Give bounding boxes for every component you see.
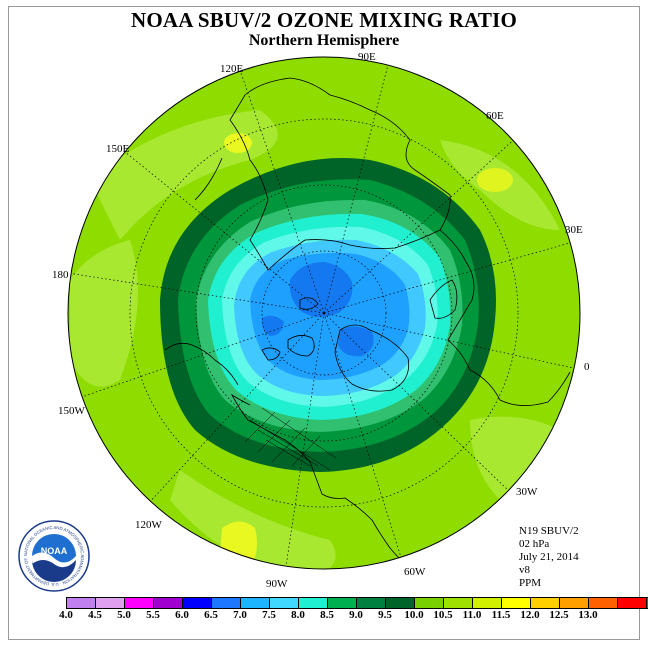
legend-swatch [502, 598, 531, 608]
legend-tick-label: 6.5 [204, 609, 218, 621]
legend-tick-label: 4.0 [59, 609, 73, 621]
legend-tick-label: 12.5 [549, 609, 569, 621]
graticule [68, 57, 580, 569]
lon-label-90e: 90E [358, 51, 376, 63]
info-satellite: N19 SBUV/2 [519, 525, 579, 537]
page-title: NOAA SBUV/2 OZONE MIXING RATIO [131, 8, 517, 32]
coast-scandinavia [429, 279, 458, 319]
legend-tick-label: 7.0 [233, 609, 247, 621]
noaa-logo: NATIONAL OCEANIC AND ATMOSPHERIC ADMINIS… [18, 520, 90, 592]
color-legend [66, 597, 648, 609]
legend-swatch [299, 598, 328, 608]
coast-asia [229, 77, 451, 271]
legend-swatch [67, 598, 96, 608]
legend-tick-label: 8.0 [291, 609, 305, 621]
lon-label-60e: 60E [486, 110, 504, 122]
coast-namerica [230, 393, 411, 569]
lon-label-0: 0 [584, 361, 590, 373]
lon-label-150e: 150E [106, 143, 130, 155]
legend-swatch [96, 598, 125, 608]
yellow-patch-2 [224, 133, 252, 153]
yellow-patch-3 [477, 168, 513, 192]
legend-swatch [328, 598, 357, 608]
legend-tick-label: 10.0 [404, 609, 424, 621]
legend-swatch [618, 598, 647, 608]
lon-label-150w: 150W [58, 405, 85, 417]
page-subtitle: Northern Hemisphere [248, 32, 400, 49]
legend-swatch [589, 598, 618, 608]
coast-japan [194, 157, 223, 201]
legend-tick-label: 9.5 [378, 609, 392, 621]
legend-tick-label: 4.5 [88, 609, 102, 621]
legend-tick-label: 11.5 [491, 609, 511, 621]
coast-greenland [334, 324, 410, 392]
coastlines [164, 77, 571, 569]
legend-tick-label: 12.0 [520, 609, 540, 621]
legend-tick-label: 8.5 [320, 609, 334, 621]
legend-swatch [212, 598, 241, 608]
info-version: v8 [519, 564, 530, 576]
legend-swatch [531, 598, 560, 608]
coast-europe [439, 229, 571, 406]
light-band-4 [170, 470, 336, 569]
light-band-5 [470, 416, 560, 500]
legend-tick-label: 6.0 [175, 609, 189, 621]
blue-dark-zone-2 [338, 326, 374, 357]
legend-tick-label: 5.0 [117, 609, 131, 621]
lon-label-90w: 90W [266, 578, 288, 590]
logo-text: NOAA [41, 546, 68, 556]
legend-ticks: 4.0 4.5 5.0 5.5 6.0 6.5 7.0 7.5 8.0 8.5 9.0 9.5 10.0… [0, 609, 648, 623]
legend-tick-label: 10.5 [433, 609, 453, 621]
legend-tick-label: 9.0 [349, 609, 363, 621]
legend-swatch [357, 598, 386, 608]
legend-swatch [270, 598, 299, 608]
yellow-patch [220, 521, 257, 569]
lon-label-30e: 30E [565, 224, 583, 236]
coast-alaska [164, 342, 239, 386]
info-block: N19 SBUV/2 02 hPa July 21, 2014 v8 PPM [519, 525, 579, 590]
legend-swatch [241, 598, 270, 608]
coast-arctic-islands [261, 297, 319, 361]
legend-tick-label: 7.5 [262, 609, 276, 621]
blue-dark-zone [289, 262, 353, 317]
map-boundary [67, 56, 581, 570]
legend-swatch [386, 598, 415, 608]
lon-label-30w: 30W [516, 486, 538, 498]
lon-label-120w: 120W [135, 519, 162, 531]
lon-label-120e: 120E [220, 63, 244, 75]
legend-swatch [444, 598, 473, 608]
legend-swatch [125, 598, 154, 608]
info-units: PPM [519, 577, 542, 589]
info-date: July 21, 2014 [519, 551, 579, 563]
legend-tick-label: 11.0 [462, 609, 482, 621]
legend-swatch [473, 598, 502, 608]
legend-tick-label: 13.0 [578, 609, 598, 621]
blue-dark-zone-3 [261, 315, 284, 336]
legend-swatch [415, 598, 444, 608]
light-band-3 [70, 240, 138, 387]
us-grid [244, 407, 337, 471]
legend-tick-label: 5.5 [146, 609, 160, 621]
map-frame [8, 6, 640, 640]
legend-swatch [560, 598, 589, 608]
lon-label-60w: 60W [404, 566, 426, 578]
info-level: 02 hPa [519, 538, 550, 550]
legend-swatch [154, 598, 183, 608]
legend-swatch [183, 598, 212, 608]
lon-label-180: 180 [52, 269, 69, 281]
